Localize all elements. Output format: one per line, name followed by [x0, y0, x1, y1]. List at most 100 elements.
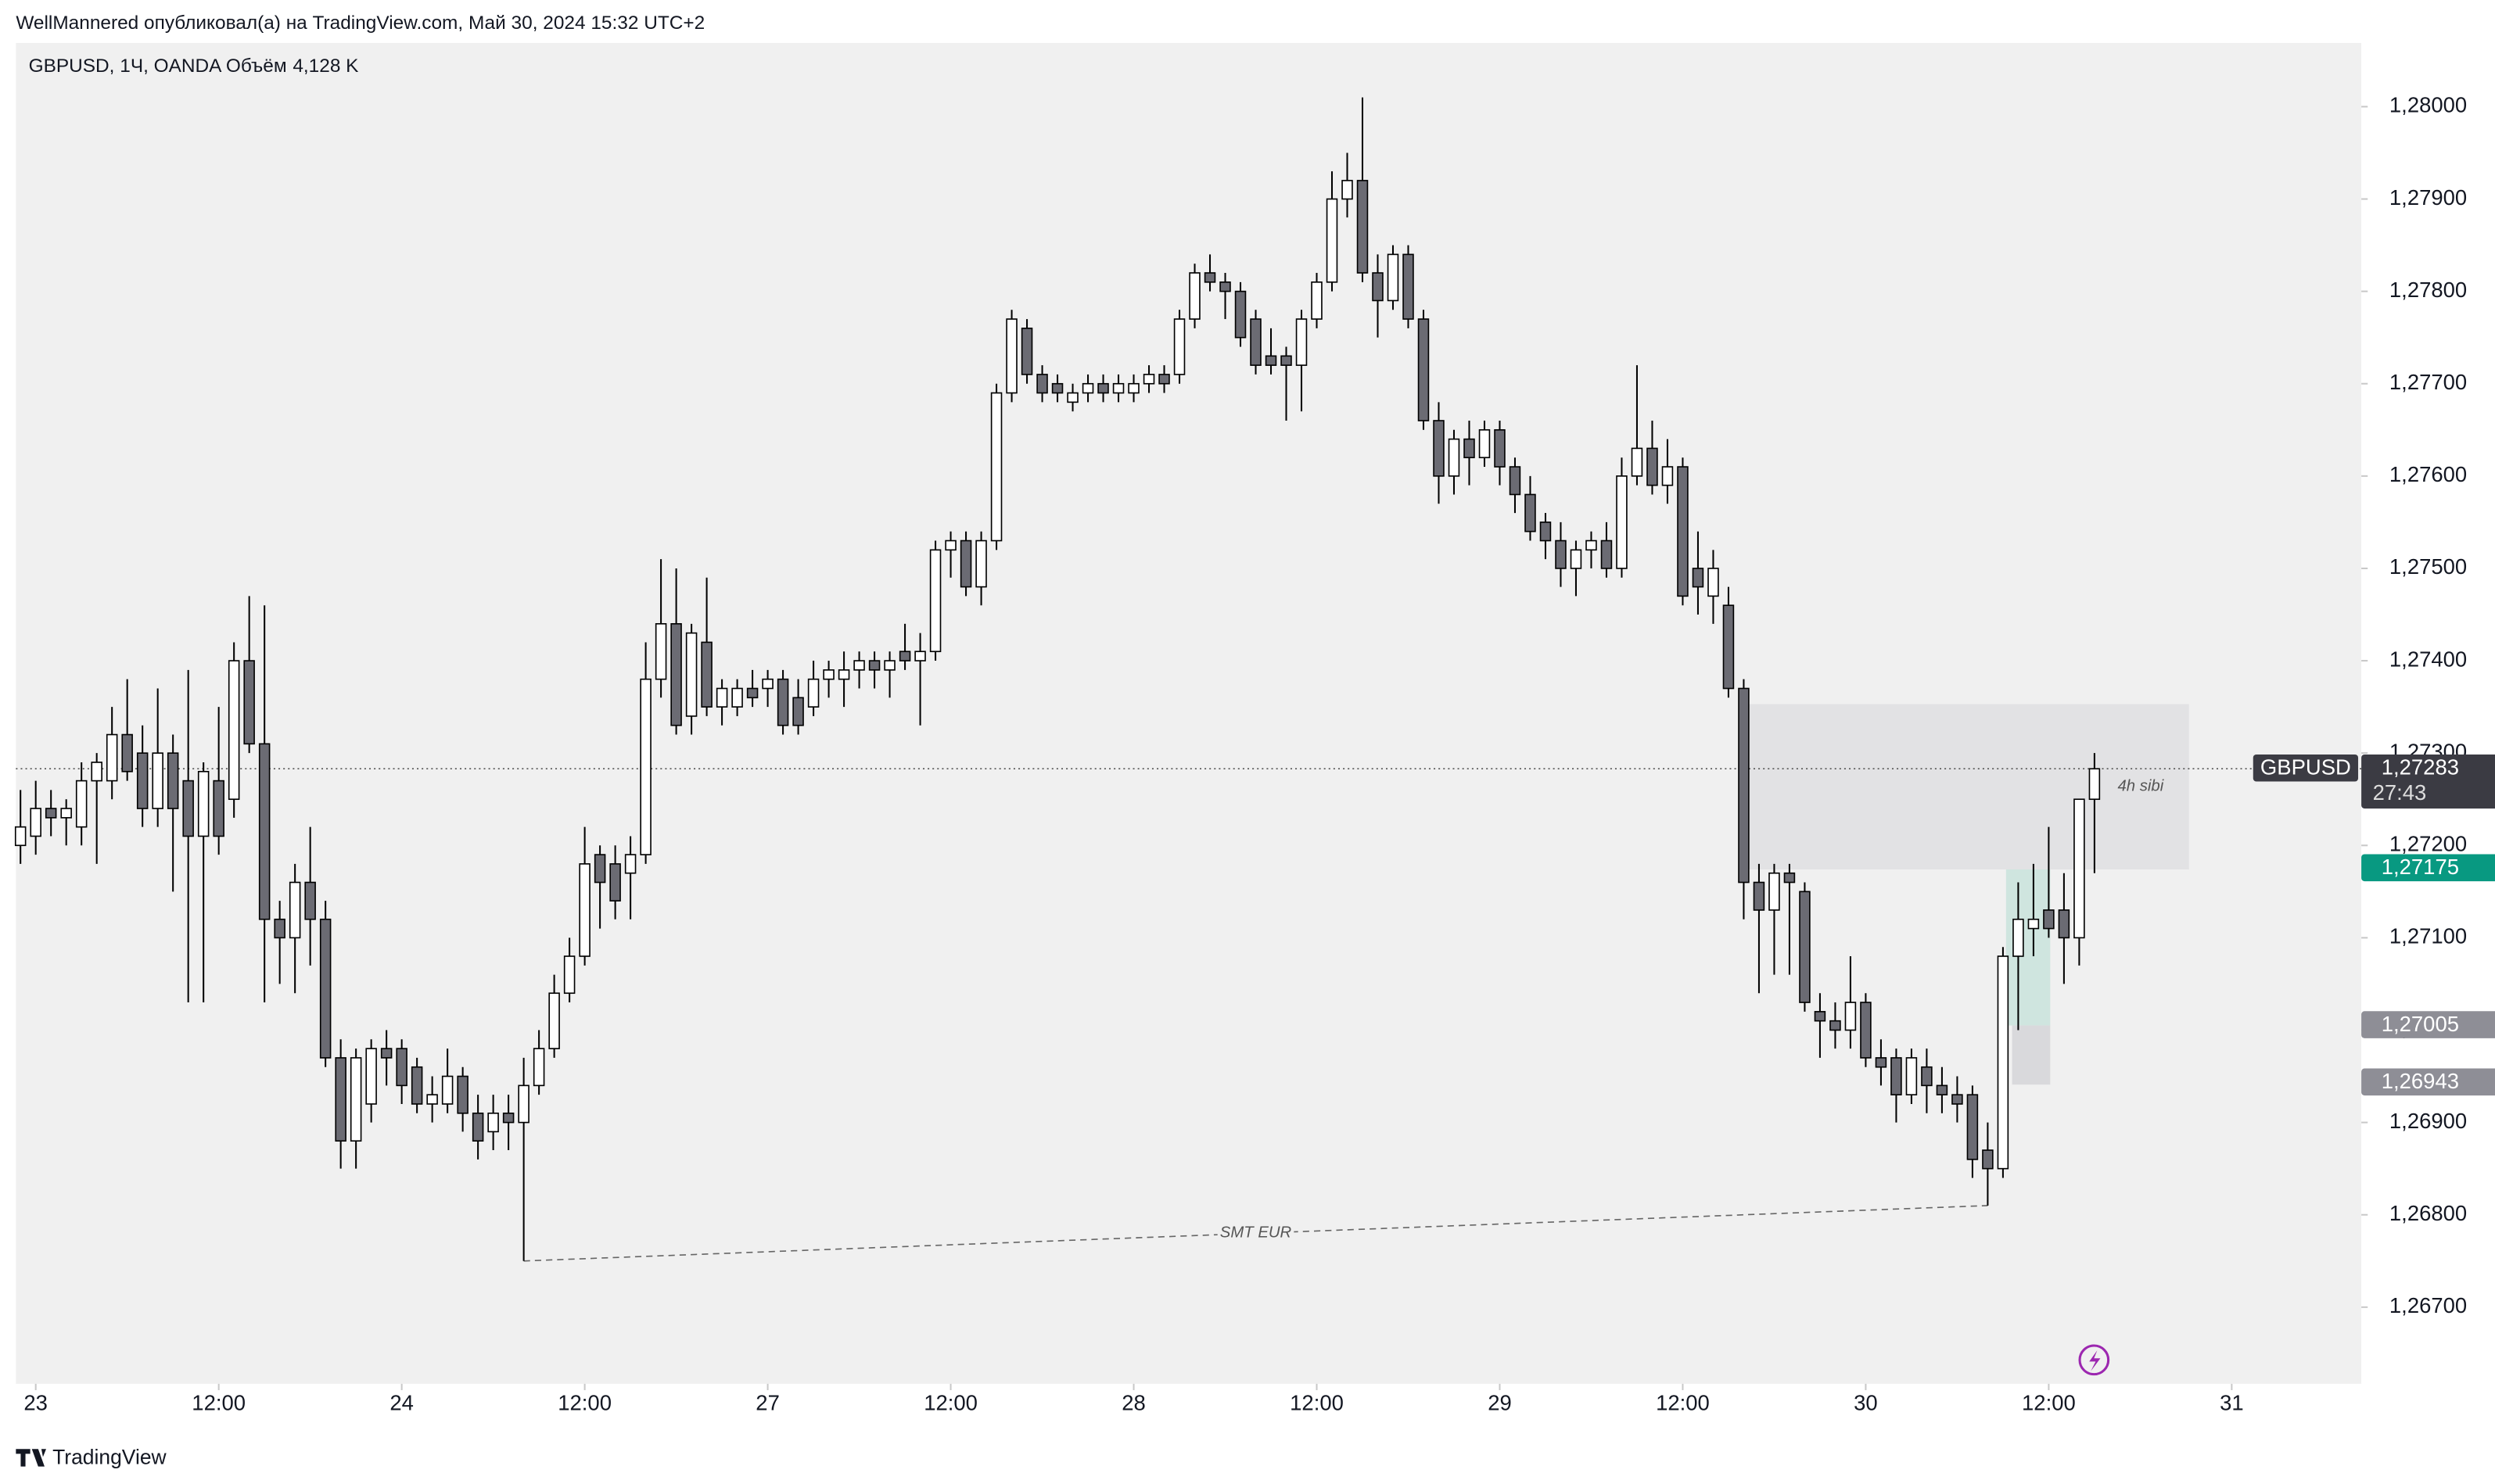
candle-body — [106, 733, 118, 782]
y-tick-label: 1,27800 — [2389, 278, 2467, 302]
price-tag — [2361, 1011, 2495, 1038]
candle-body — [45, 808, 57, 819]
candle-body — [75, 780, 88, 828]
candle-body — [716, 687, 728, 708]
candle-body — [1082, 382, 1094, 394]
candle-body — [1600, 539, 1613, 569]
y-tick-label: 1,26800 — [2389, 1201, 2467, 1225]
candle-body — [1478, 428, 1491, 459]
x-tick-label: 27 — [756, 1391, 780, 1415]
candle-body — [609, 863, 621, 902]
candle-body — [1295, 318, 1308, 366]
candle-body — [243, 660, 255, 745]
symbol-tag-label: GBPUSD — [2260, 755, 2351, 779]
candle-body — [60, 808, 72, 819]
candle-body — [2027, 918, 2040, 930]
candle-body — [762, 678, 774, 690]
candle-body — [1509, 466, 1521, 496]
x-tick-label: 12:00 — [558, 1391, 612, 1415]
candle-body — [868, 660, 881, 671]
candle-body — [960, 539, 972, 588]
candle-body — [1722, 604, 1735, 690]
candle-body — [457, 1075, 468, 1114]
candle-body — [1280, 355, 1292, 366]
candle-body — [1341, 180, 1353, 200]
price-tag — [2361, 754, 2495, 809]
candle-body — [1112, 382, 1125, 394]
candle-body — [640, 678, 652, 855]
x-tick-label: 23 — [23, 1391, 48, 1415]
candle-body — [1799, 891, 1811, 1003]
candle-body — [853, 660, 865, 671]
candle-body — [152, 752, 163, 809]
y-tick-label: 1,26900 — [2389, 1109, 2467, 1133]
candle-body — [1417, 318, 1430, 421]
alert-bolt — [2089, 1350, 2101, 1371]
candle-body — [1250, 318, 1262, 366]
price-tag-label: 1,27005 — [2382, 1012, 2459, 1036]
candle-body — [990, 392, 1003, 542]
x-tick-label: 28 — [1122, 1391, 1146, 1415]
candle-body — [685, 632, 698, 717]
candle-body — [1128, 382, 1140, 394]
candle-body — [487, 1112, 499, 1133]
candle-body — [258, 743, 271, 920]
candle-body — [2012, 918, 2024, 957]
candle-body — [1356, 180, 1369, 274]
candle-body — [1189, 272, 1201, 320]
candle-body — [2073, 798, 2085, 939]
alert-icon[interactable] — [2078, 1344, 2110, 1376]
x-tick-label: 12:00 — [924, 1391, 978, 1415]
candle-body — [1372, 272, 1384, 302]
candle-body — [1021, 328, 1033, 375]
zone — [1739, 704, 2189, 869]
x-tick-label: 29 — [1488, 1391, 1512, 1415]
y-tick-label: 1,27500 — [2389, 554, 2467, 579]
candle-body — [655, 623, 667, 680]
candle-body — [1036, 374, 1048, 394]
plot: 4h sibi SMT EUR — [14, 97, 2362, 1262]
candle-body — [411, 1066, 423, 1105]
candle-body — [518, 1084, 530, 1124]
x-tick-label: 24 — [390, 1391, 414, 1415]
footer-brand: TradingView — [52, 1445, 167, 1468]
candle-body — [1524, 493, 1536, 532]
candle-body — [1951, 1094, 1963, 1105]
candle-body — [777, 678, 789, 726]
candle-body — [472, 1112, 484, 1142]
candle-body — [579, 863, 591, 957]
candle-body — [2088, 768, 2101, 801]
candle-body — [167, 752, 179, 809]
candle-body — [91, 762, 102, 782]
candle-body — [289, 881, 301, 939]
candle-body — [1860, 1002, 1872, 1059]
candle-body — [1661, 466, 1674, 486]
price-tag — [2361, 854, 2495, 882]
candle-body — [1875, 1057, 1887, 1068]
tv-logo — [16, 1449, 46, 1467]
candle-body — [1692, 568, 1704, 588]
y-tick-label: 1,27600 — [2389, 462, 2467, 486]
candle-body — [1997, 955, 2009, 1170]
zone-label: 4h sibi — [2117, 778, 2163, 795]
candle-body — [1555, 539, 1567, 569]
candle-body — [1173, 318, 1186, 375]
candle-body — [1707, 568, 1719, 597]
candle-body — [1677, 466, 1689, 597]
x-tick-label: 12:00 — [192, 1391, 246, 1415]
candle-body — [350, 1057, 362, 1142]
price-tag-label: 1,27175 — [2382, 855, 2459, 879]
y-tick-label: 1,27400 — [2389, 647, 2467, 671]
candle-body — [213, 780, 224, 837]
candle-body — [884, 660, 896, 671]
price-tag-label: 1,27283 — [2382, 755, 2459, 779]
candle-body — [1616, 475, 1628, 569]
candle-body — [548, 992, 560, 1049]
x-tick-label: 12:00 — [1656, 1391, 1710, 1415]
candle-body — [792, 697, 804, 726]
x-tick-label: 12:00 — [2022, 1391, 2076, 1415]
candle-body — [502, 1112, 515, 1124]
y-tick-label: 1,27700 — [2389, 370, 2467, 394]
candle-body — [670, 623, 682, 726]
candle-body — [197, 770, 210, 837]
